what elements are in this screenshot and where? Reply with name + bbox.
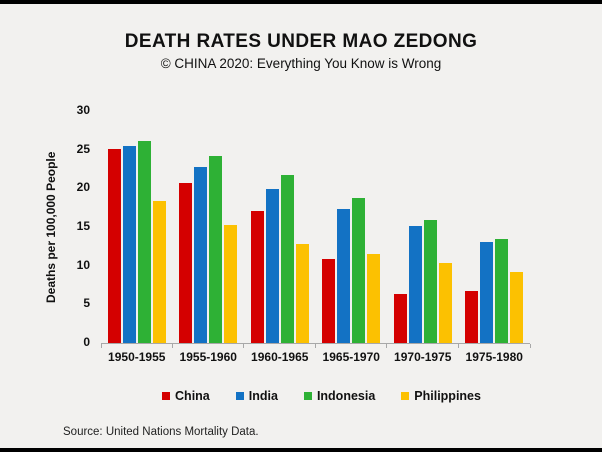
bar-indonesia-1975-1980 bbox=[495, 239, 509, 343]
x-tickmark bbox=[100, 344, 102, 348]
chart-title: DEATH RATES UNDER MAO ZEDONG bbox=[124, 31, 478, 52]
bar-china-1950-1955 bbox=[107, 148, 121, 343]
bar-india-1955-1960 bbox=[194, 167, 208, 343]
x-tickmark bbox=[458, 344, 459, 348]
bar-indonesia-1965-1970 bbox=[352, 198, 366, 343]
legend: China India Indonesia Philippines bbox=[101, 389, 542, 403]
bar-china-1970-1975 bbox=[393, 294, 407, 343]
y-tick-label: 5 bbox=[83, 296, 90, 311]
legend-item-china: China bbox=[162, 389, 210, 403]
x-tickmark bbox=[315, 344, 316, 348]
bar-indonesia-1955-1960 bbox=[209, 155, 223, 343]
bar-philippines-1970-1975 bbox=[438, 262, 452, 343]
x-category-label: 1970-1975 bbox=[394, 350, 452, 364]
y-tick-label: 0 bbox=[83, 335, 90, 349]
y-tick-label: 10 bbox=[76, 257, 90, 272]
bar-china-1955-1960 bbox=[179, 182, 193, 343]
legend-swatch-icon bbox=[401, 392, 410, 400]
x-category-label: 1975-1980 bbox=[465, 350, 523, 364]
legend-label: Philippines bbox=[414, 389, 481, 403]
bar-indonesia-1970-1975 bbox=[423, 220, 437, 343]
x-tickmark bbox=[529, 344, 531, 348]
x-tickmark bbox=[171, 344, 173, 348]
x-category-label: 1965-1970 bbox=[322, 350, 380, 364]
legend-swatch-icon bbox=[235, 392, 244, 400]
bar-group-1960-1965 bbox=[244, 111, 316, 343]
bar-china-1965-1970 bbox=[322, 258, 336, 343]
plot-area bbox=[101, 111, 530, 344]
legend-swatch-icon bbox=[303, 392, 312, 400]
x-axis-labels: 1950-1955 1955-1960 1960-1965 1965-1970 1970… bbox=[101, 350, 530, 364]
bar-indonesia-1960-1965 bbox=[280, 175, 294, 343]
legend-item-indonesia: Indonesia bbox=[303, 389, 376, 403]
legend-item-philippines: Philippines bbox=[401, 389, 481, 403]
bar-group-1965-1970 bbox=[316, 111, 388, 343]
bar-group-1955-1960 bbox=[173, 111, 245, 343]
bar-group-1950-1955 bbox=[101, 111, 173, 343]
x-axis-tickmarks bbox=[100, 344, 531, 349]
bar-indonesia-1950-1955 bbox=[137, 141, 151, 343]
bar-india-1950-1955 bbox=[122, 145, 136, 343]
bar-group-1975-1980 bbox=[459, 111, 531, 343]
legend-swatch-icon bbox=[162, 392, 171, 400]
legend-label: Indonesia bbox=[316, 389, 376, 403]
source-note: Source: United Nations Mortality Data. bbox=[63, 426, 259, 438]
legend-item-india: India bbox=[235, 389, 278, 403]
x-category-label: 1955-1960 bbox=[179, 350, 237, 364]
y-tick-label: 15 bbox=[76, 219, 90, 233]
x-category-label: 1950-1955 bbox=[108, 350, 166, 364]
y-tick-label: 30 bbox=[76, 103, 90, 117]
bar-china-1975-1980 bbox=[465, 291, 479, 343]
top-border-strip bbox=[0, 0, 602, 4]
bar-india-1970-1975 bbox=[408, 226, 422, 343]
bottom-border-strip bbox=[0, 448, 602, 452]
bar-philippines-1965-1970 bbox=[367, 254, 381, 343]
y-tick-label: 25 bbox=[76, 141, 90, 156]
chart-subtitle: © CHINA 2020: Everything You Know is Wro… bbox=[160, 56, 442, 71]
x-category-label: 1960-1965 bbox=[251, 350, 309, 364]
bar-philippines-1955-1960 bbox=[224, 224, 238, 343]
bar-philippines-1950-1955 bbox=[152, 200, 166, 343]
bar-group-1970-1975 bbox=[387, 111, 459, 343]
x-tickmark bbox=[243, 344, 245, 348]
legend-label: India bbox=[248, 389, 278, 403]
x-tickmark bbox=[386, 344, 388, 348]
bar-india-1965-1970 bbox=[337, 209, 351, 343]
legend-label: China bbox=[175, 389, 210, 403]
bar-philippines-1975-1980 bbox=[510, 271, 524, 343]
bar-china-1960-1965 bbox=[250, 210, 264, 343]
bar-india-1960-1965 bbox=[265, 189, 279, 343]
bar-india-1975-1980 bbox=[480, 241, 494, 343]
y-tick-label: 20 bbox=[76, 180, 90, 195]
bar-philippines-1960-1965 bbox=[295, 244, 309, 343]
